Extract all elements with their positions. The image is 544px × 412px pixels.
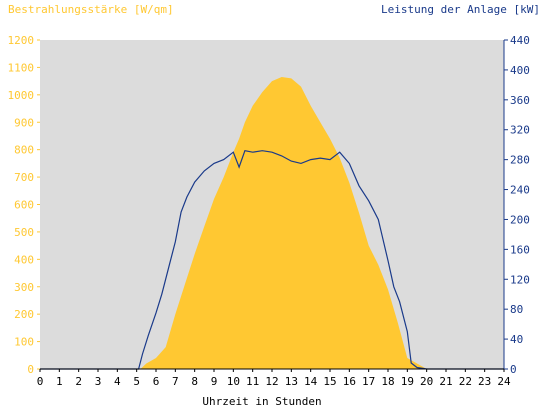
x-tick-label: 5 — [133, 375, 140, 388]
right-axis-title: Leistung der Anlage [kW] — [381, 3, 540, 16]
x-tick-label: 17 — [362, 375, 375, 388]
x-tick-label: 1 — [56, 375, 63, 388]
right-tick-label: 200 — [510, 213, 530, 226]
left-axis-title: Bestrahlungsstärke [W/qm] — [8, 3, 174, 16]
right-tick-label: 120 — [510, 273, 530, 286]
right-tick-label: 80 — [510, 303, 523, 316]
x-axis-ticks: 0 1 2 3 4 5 6 7 8 9 10 11 12 13 14 15 16 17 18 19 20 21 22 23 24 — [37, 368, 511, 388]
left-tick-label: 0 — [27, 363, 34, 376]
right-tick-label: 440 — [510, 34, 530, 47]
x-tick-label: 14 — [304, 375, 318, 388]
x-tick-label: 16 — [343, 375, 356, 388]
right-tick-label: 160 — [510, 243, 530, 256]
left-tick-label: 1100 — [8, 61, 35, 74]
x-tick-label: 6 — [153, 375, 160, 388]
left-axis-ticks: 0 100 200 300 400 500 600 700 800 900 1000 1100 1200 — [8, 34, 40, 376]
left-tick-label: 900 — [14, 116, 34, 129]
x-tick-label: 10 — [227, 375, 240, 388]
left-tick-label: 1200 — [8, 34, 35, 47]
x-tick-label: 9 — [211, 375, 218, 388]
left-tick-label: 1000 — [8, 89, 35, 102]
right-tick-label: 40 — [510, 333, 523, 346]
x-tick-label: 3 — [95, 375, 102, 388]
left-tick-label: 300 — [14, 281, 34, 294]
x-tick-label: 21 — [439, 375, 452, 388]
x-tick-label: 7 — [172, 375, 179, 388]
x-tick-label: 15 — [323, 375, 336, 388]
power-line — [40, 150, 504, 370]
right-tick-label: 400 — [510, 64, 530, 77]
right-tick-label: 360 — [510, 94, 530, 107]
x-tick-label: 12 — [265, 375, 278, 388]
left-tick-label: 800 — [14, 144, 34, 157]
left-tick-label: 700 — [14, 171, 34, 184]
right-tick-label: 280 — [510, 154, 530, 167]
x-tick-label: 20 — [420, 375, 433, 388]
left-tick-label: 600 — [14, 199, 34, 212]
x-tick-label: 4 — [114, 375, 121, 388]
right-tick-label: 0 — [510, 363, 517, 376]
x-tick-label: 2 — [75, 375, 82, 388]
right-tick-label: 320 — [510, 124, 530, 137]
right-tick-label: 240 — [510, 184, 530, 197]
x-tick-label: 11 — [246, 375, 259, 388]
left-tick-label: 200 — [14, 308, 34, 321]
x-tick-label: 19 — [401, 375, 414, 388]
x-tick-label: 24 — [497, 375, 511, 388]
left-tick-label: 400 — [14, 253, 34, 266]
x-tick-label: 22 — [459, 375, 472, 388]
left-tick-label: 500 — [14, 226, 34, 239]
right-axis-ticks: 0 40 80 120 160 200 240 280 320 360 400 440 — [503, 34, 530, 376]
x-tick-label: 0 — [37, 375, 44, 388]
x-axis-title: Uhrzeit in Stunden — [202, 395, 321, 408]
irradiance-area — [40, 77, 504, 369]
x-tick-label: 18 — [381, 375, 394, 388]
x-tick-label: 13 — [285, 375, 298, 388]
x-tick-label: 23 — [478, 375, 491, 388]
x-tick-label: 8 — [191, 375, 198, 388]
left-tick-label: 100 — [14, 336, 34, 349]
